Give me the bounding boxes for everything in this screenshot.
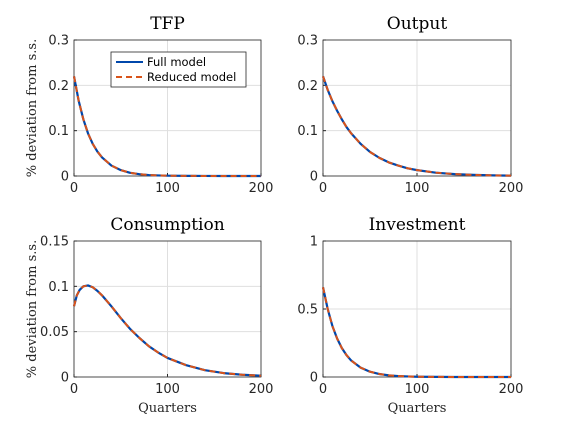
x-tick-label: 0: [319, 382, 327, 397]
x-tick-label: 100: [155, 382, 180, 397]
subplot-title: Consumption: [110, 215, 224, 235]
y-tick-label: 0.1: [297, 124, 318, 139]
y-tick-label: 0.5: [297, 303, 318, 318]
legend-label: Full model: [147, 55, 206, 69]
y-tick-label: 0.15: [40, 235, 69, 250]
y-tick-label: 0.05: [40, 325, 69, 340]
y-tick-label: 0.3: [48, 34, 69, 49]
y-tick-label: 0: [310, 170, 318, 185]
legend-box: [110, 51, 247, 88]
series-line-reduced-model: [322, 287, 511, 378]
x-tick-label: 200: [499, 181, 524, 196]
x-tick-label: 100: [155, 181, 180, 196]
x-tick-label: 0: [70, 181, 78, 196]
y-tick-label: 1: [310, 235, 318, 250]
axes-frame: [322, 39, 512, 177]
y-tick-label: 0.3: [297, 34, 318, 49]
series-line-reduced-model: [73, 284, 262, 377]
x-tick-label: 0: [70, 382, 78, 397]
x-tick-label: 100: [405, 181, 430, 196]
subplot-3: 0 100 200 0 0.5 1 Investment Quarters: [297, 215, 523, 416]
subplot-1: 0 100 200 0 0.1 0.2 0.3 Output: [297, 14, 523, 196]
subplot-2: 0 100 200 0 0.05 0.1 0.15 Consumption % deviatio…: [25, 215, 273, 416]
y-axis-label: % deviation from s.s.: [25, 240, 40, 378]
y-tick-label: 0: [310, 371, 318, 386]
axes-frame: [73, 240, 262, 378]
y-tick-label: 0.1: [48, 280, 69, 295]
subplot-title: TFP: [150, 14, 185, 34]
x-tick-label: 200: [249, 382, 274, 397]
x-tick-label: 0: [319, 181, 327, 196]
y-tick-label: 0.2: [48, 79, 69, 94]
x-axis-label: Quarters: [138, 401, 197, 416]
y-tick-label: 0: [61, 170, 69, 185]
y-tick-label: 0.2: [297, 79, 318, 94]
x-tick-label: 200: [499, 382, 524, 397]
x-tick-label: 200: [249, 181, 274, 196]
legend-label: Reduced model: [147, 70, 236, 84]
y-tick-label: 0.1: [48, 124, 69, 139]
x-axis-label: Quarters: [388, 401, 447, 416]
y-tick-label: 0: [61, 371, 69, 386]
series-line-reduced-model: [322, 75, 512, 177]
subplot-title: Investment: [369, 215, 466, 235]
x-tick-label: 100: [405, 382, 430, 397]
series-line-reduced-model: [73, 76, 261, 177]
subplot-title: Output: [387, 14, 448, 34]
subplot-0: 0 100 200 0 0.1 0.2 0.3 TFP % deviation from s.s…: [25, 14, 273, 196]
y-axis-label: % deviation from s.s.: [25, 39, 40, 177]
